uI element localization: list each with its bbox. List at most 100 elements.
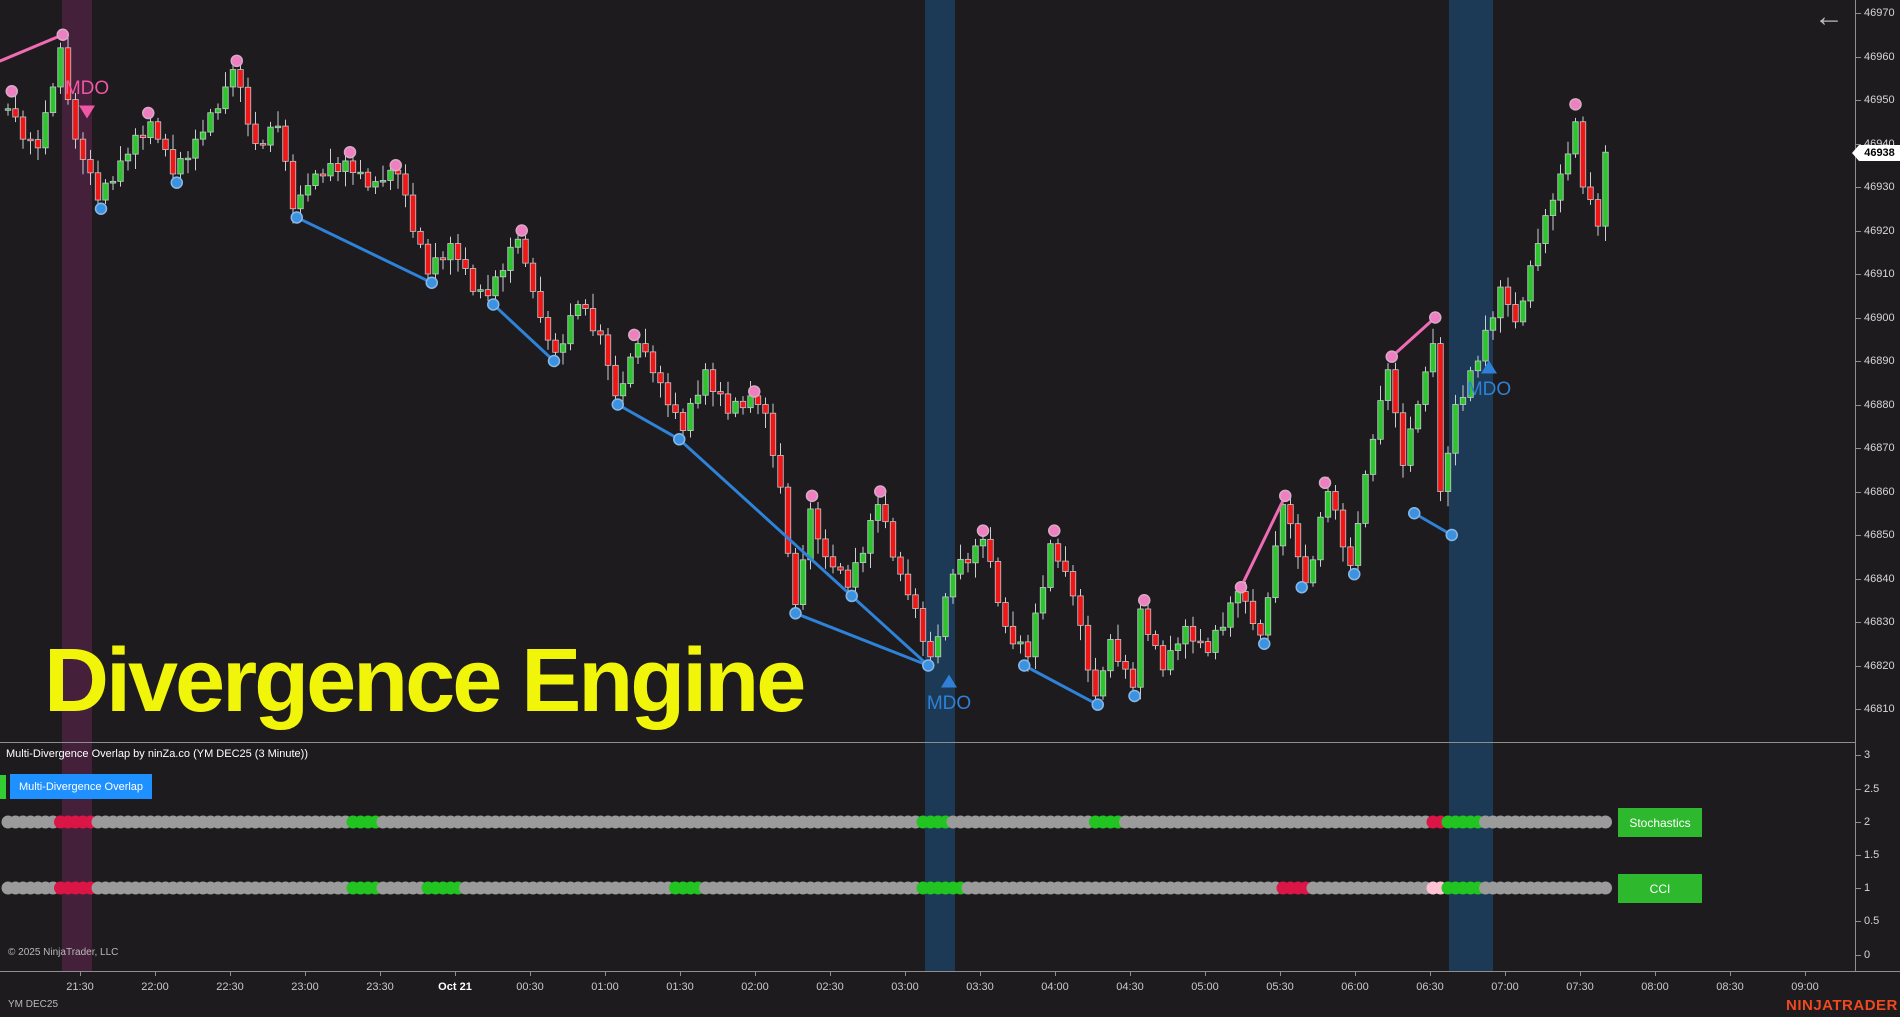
- divergence-line-pink: [1390, 316, 1437, 359]
- time-tick: [455, 971, 456, 976]
- candle-body: [1272, 545, 1279, 599]
- candle-body: [1009, 625, 1017, 645]
- candle-body: [1512, 304, 1519, 323]
- candle-body: [42, 112, 49, 149]
- candle-body: [844, 569, 852, 588]
- candle-body: [357, 171, 364, 175]
- candle-body: [1114, 639, 1122, 662]
- time-tick: [1730, 971, 1731, 976]
- candle-body: [1519, 300, 1527, 323]
- back-arrow-icon[interactable]: ←: [1814, 0, 1844, 33]
- candle-body: [709, 369, 717, 392]
- candle-body: [1069, 571, 1077, 597]
- scale-label: 3: [1864, 749, 1871, 761]
- candle-body: [679, 412, 687, 432]
- candle-body: [364, 171, 372, 188]
- time-label: 05:00: [1191, 981, 1219, 993]
- candle-body: [1579, 121, 1587, 188]
- time-label: 02:00: [741, 981, 769, 993]
- candle-body: [1287, 504, 1294, 525]
- candle-body: [1534, 243, 1542, 267]
- candle-body: [702, 369, 709, 396]
- time-tick: [1130, 971, 1131, 976]
- candle-body: [1354, 523, 1362, 566]
- time-label: 03:00: [891, 981, 919, 993]
- time-tick: [1055, 971, 1056, 976]
- panel-divider: [0, 742, 1855, 743]
- chart-canvas[interactable]: [0, 0, 1855, 971]
- candle-body: [1392, 369, 1399, 414]
- cci-button[interactable]: CCI: [1618, 874, 1702, 903]
- candle-body: [477, 289, 484, 292]
- candle-body: [1092, 669, 1099, 697]
- mdo-triangle-up-icon: [941, 674, 957, 688]
- swing-high-dot: [230, 54, 243, 68]
- candle-body: [1384, 369, 1392, 401]
- scale-label: 0.5: [1864, 915, 1880, 927]
- candle-body: [139, 134, 147, 139]
- time-label: 06:30: [1416, 981, 1444, 993]
- divergence-zone-band: [62, 0, 92, 971]
- price-tick: [1855, 622, 1861, 623]
- candle-body: [1017, 641, 1024, 645]
- swing-low-dot: [1408, 507, 1421, 520]
- candle-body: [589, 308, 597, 332]
- candle-body: [1347, 546, 1354, 566]
- divergence-zone-band: [925, 0, 955, 971]
- swing-high-dot: [1318, 476, 1332, 490]
- mdo-signal-label: MDO: [64, 78, 110, 99]
- candle-body: [1467, 370, 1474, 398]
- price-tick: [1855, 665, 1861, 667]
- time-label: 22:00: [141, 981, 169, 993]
- candle-body: [799, 559, 807, 605]
- candle-body: [207, 112, 214, 133]
- candle-body: [852, 562, 859, 588]
- time-label: 04:30: [1116, 981, 1144, 993]
- candle-body: [319, 173, 327, 177]
- price-axis-line: [1855, 0, 1856, 971]
- candle-body: [1602, 151, 1609, 227]
- swing-low-dot: [922, 659, 935, 672]
- time-tick: [80, 971, 81, 976]
- time-label: 08:30: [1716, 981, 1744, 993]
- candle-body: [942, 596, 949, 638]
- instrument-tab[interactable]: YM DEC25: [8, 999, 59, 1010]
- candle-body: [259, 143, 267, 146]
- candle-body: [1257, 623, 1264, 636]
- indicator-chip-button[interactable]: Multi-Divergence Overlap: [10, 774, 152, 799]
- candle-body: [627, 356, 634, 385]
- time-tick: [1280, 971, 1281, 976]
- candle-body: [1227, 602, 1234, 628]
- time-tick: [1580, 971, 1581, 976]
- candle-body: [559, 343, 567, 353]
- swing-high-dot: [1138, 594, 1151, 607]
- candle-body: [859, 552, 867, 564]
- candle-body: [1407, 428, 1414, 466]
- candle-body: [739, 400, 747, 409]
- candle-body: [1594, 199, 1602, 227]
- candle-body: [177, 158, 184, 175]
- candle-body: [409, 194, 417, 232]
- candle-body: [192, 138, 199, 159]
- candle-body: [597, 330, 604, 336]
- candle-body: [79, 138, 87, 160]
- candle-body: [334, 163, 342, 172]
- candle-body: [499, 270, 507, 278]
- swing-high-dot: [1569, 98, 1582, 111]
- candle-body: [1482, 329, 1489, 362]
- candle-body: [27, 138, 34, 142]
- candle-body: [1504, 286, 1512, 305]
- page-title: Divergence Engine: [44, 631, 806, 731]
- stochastics-button[interactable]: Stochastics: [1618, 808, 1702, 837]
- time-label: Oct 21: [438, 981, 472, 993]
- price-tick: [1855, 578, 1861, 580]
- candle-body: [657, 372, 664, 384]
- candle-body: [1002, 602, 1009, 627]
- candle-body: [1324, 491, 1332, 518]
- candle-body: [274, 125, 282, 129]
- candle-body: [1542, 215, 1549, 244]
- candle-body: [312, 173, 319, 186]
- candle-body: [1302, 556, 1309, 584]
- candle-body: [837, 566, 844, 571]
- candle-body: [642, 343, 649, 353]
